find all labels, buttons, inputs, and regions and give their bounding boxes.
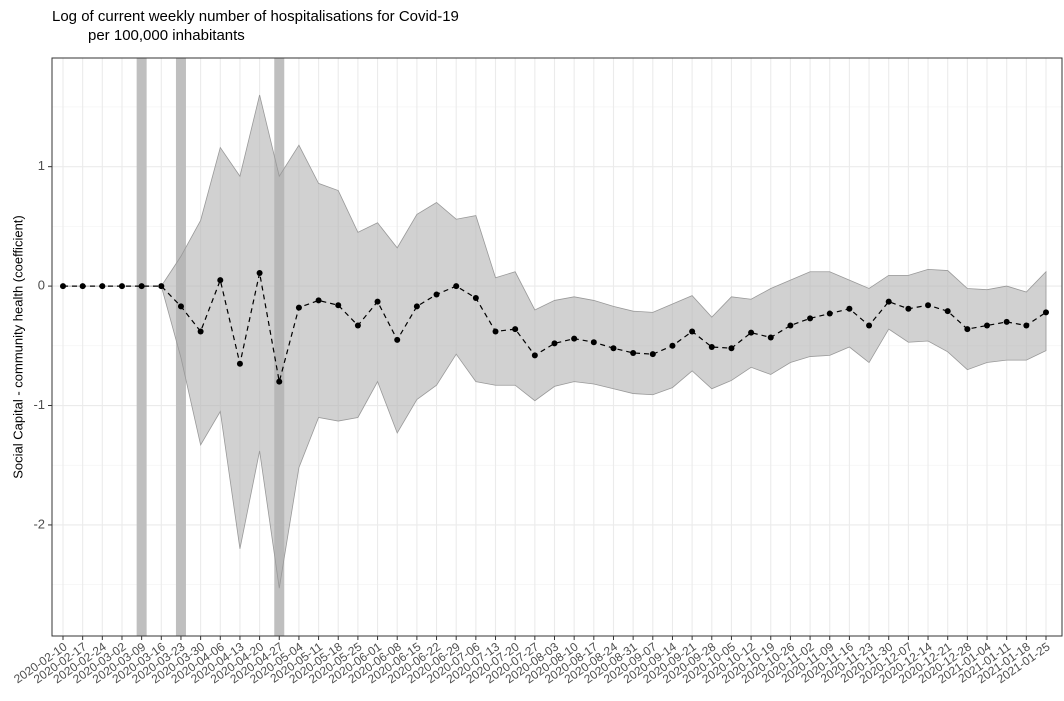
chart-title: Log of current weekly number of hospital… (52, 8, 459, 25)
point (99, 283, 106, 290)
point (158, 283, 165, 290)
point (177, 303, 184, 310)
point (708, 344, 715, 350)
point (944, 308, 951, 315)
y-tick-label: -2 (33, 516, 45, 531)
point (197, 328, 204, 335)
chart-title: per 100,000 inhabitants (88, 27, 245, 44)
point (571, 335, 578, 342)
point (610, 345, 617, 352)
point (669, 342, 676, 349)
point (551, 340, 558, 347)
point (315, 297, 322, 304)
point (256, 269, 263, 276)
point (1043, 309, 1049, 316)
y-tick-label: 0 (38, 278, 45, 293)
point (118, 283, 125, 290)
point (492, 328, 499, 335)
point (236, 360, 243, 367)
point (276, 378, 283, 385)
point (728, 345, 735, 352)
point (807, 315, 814, 322)
point (374, 298, 381, 305)
point (649, 351, 656, 358)
point (689, 328, 696, 335)
point (60, 283, 66, 290)
point (748, 329, 755, 336)
point (826, 310, 833, 317)
panel-border (51, 57, 1063, 637)
point (79, 283, 86, 290)
point (217, 277, 224, 284)
point (531, 352, 538, 359)
point (354, 322, 361, 329)
point (295, 304, 302, 311)
point (472, 295, 479, 302)
point (984, 322, 991, 329)
point (512, 326, 519, 333)
y-tick-label: -1 (33, 397, 45, 412)
point (630, 349, 637, 356)
point (335, 302, 342, 309)
y-axis-title: Social Capital - community health (coeff… (10, 215, 25, 479)
point (394, 336, 401, 343)
highlight-band (136, 58, 147, 636)
point (453, 283, 460, 290)
point (413, 303, 420, 310)
point (590, 339, 597, 346)
point (767, 334, 774, 341)
point (885, 298, 892, 305)
point (905, 305, 912, 312)
point (866, 322, 873, 329)
point (846, 305, 853, 312)
point (964, 326, 971, 333)
point (925, 302, 932, 309)
point (138, 283, 145, 290)
point (433, 291, 440, 298)
y-tick-label: 1 (38, 158, 45, 173)
point (1023, 322, 1030, 329)
point (787, 322, 794, 329)
point (1003, 318, 1010, 325)
